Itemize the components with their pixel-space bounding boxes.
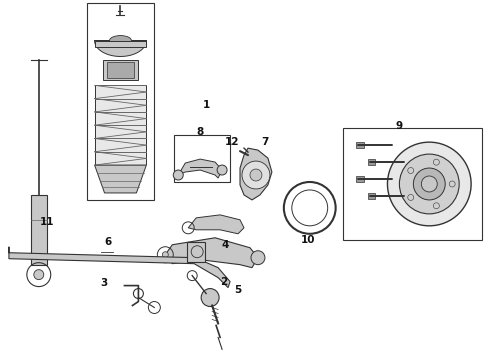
- Polygon shape: [95, 41, 147, 57]
- Circle shape: [388, 142, 471, 226]
- Bar: [95, 85, 147, 165]
- Bar: [356, 142, 364, 148]
- Polygon shape: [95, 165, 147, 193]
- Bar: [174, 135, 230, 182]
- Circle shape: [449, 181, 455, 187]
- Bar: [187, 242, 205, 262]
- Circle shape: [414, 168, 445, 200]
- Text: 3: 3: [100, 278, 107, 288]
- Text: 1: 1: [202, 100, 210, 110]
- Bar: [356, 176, 364, 182]
- Circle shape: [250, 169, 262, 181]
- Circle shape: [433, 203, 440, 209]
- Polygon shape: [178, 159, 222, 178]
- Circle shape: [433, 159, 440, 165]
- Circle shape: [201, 289, 219, 306]
- Circle shape: [173, 170, 183, 180]
- Text: 2: 2: [220, 276, 228, 287]
- Circle shape: [408, 167, 414, 174]
- Bar: [343, 128, 482, 240]
- Ellipse shape: [110, 36, 131, 45]
- Text: 6: 6: [104, 237, 111, 247]
- Text: 5: 5: [234, 284, 242, 294]
- Polygon shape: [9, 247, 230, 288]
- Circle shape: [162, 252, 168, 258]
- Circle shape: [217, 165, 227, 175]
- Text: 8: 8: [196, 127, 204, 137]
- Circle shape: [421, 176, 437, 192]
- Text: 12: 12: [225, 137, 239, 147]
- Bar: [87, 3, 154, 200]
- Text: 7: 7: [261, 137, 269, 147]
- Bar: [368, 193, 375, 199]
- Circle shape: [242, 161, 270, 189]
- Bar: [102, 60, 138, 80]
- Text: 11: 11: [40, 217, 54, 227]
- Polygon shape: [240, 148, 272, 200]
- Bar: [106, 62, 134, 78]
- Text: 4: 4: [221, 240, 229, 250]
- Text: 9: 9: [396, 121, 403, 131]
- Circle shape: [251, 251, 265, 265]
- Circle shape: [399, 154, 459, 214]
- Bar: [95, 41, 147, 46]
- Polygon shape: [188, 215, 244, 234]
- Text: 10: 10: [300, 235, 315, 245]
- Circle shape: [408, 194, 414, 201]
- Bar: [368, 159, 375, 165]
- Circle shape: [34, 270, 44, 280]
- Polygon shape: [165, 238, 258, 268]
- Bar: [31, 195, 47, 265]
